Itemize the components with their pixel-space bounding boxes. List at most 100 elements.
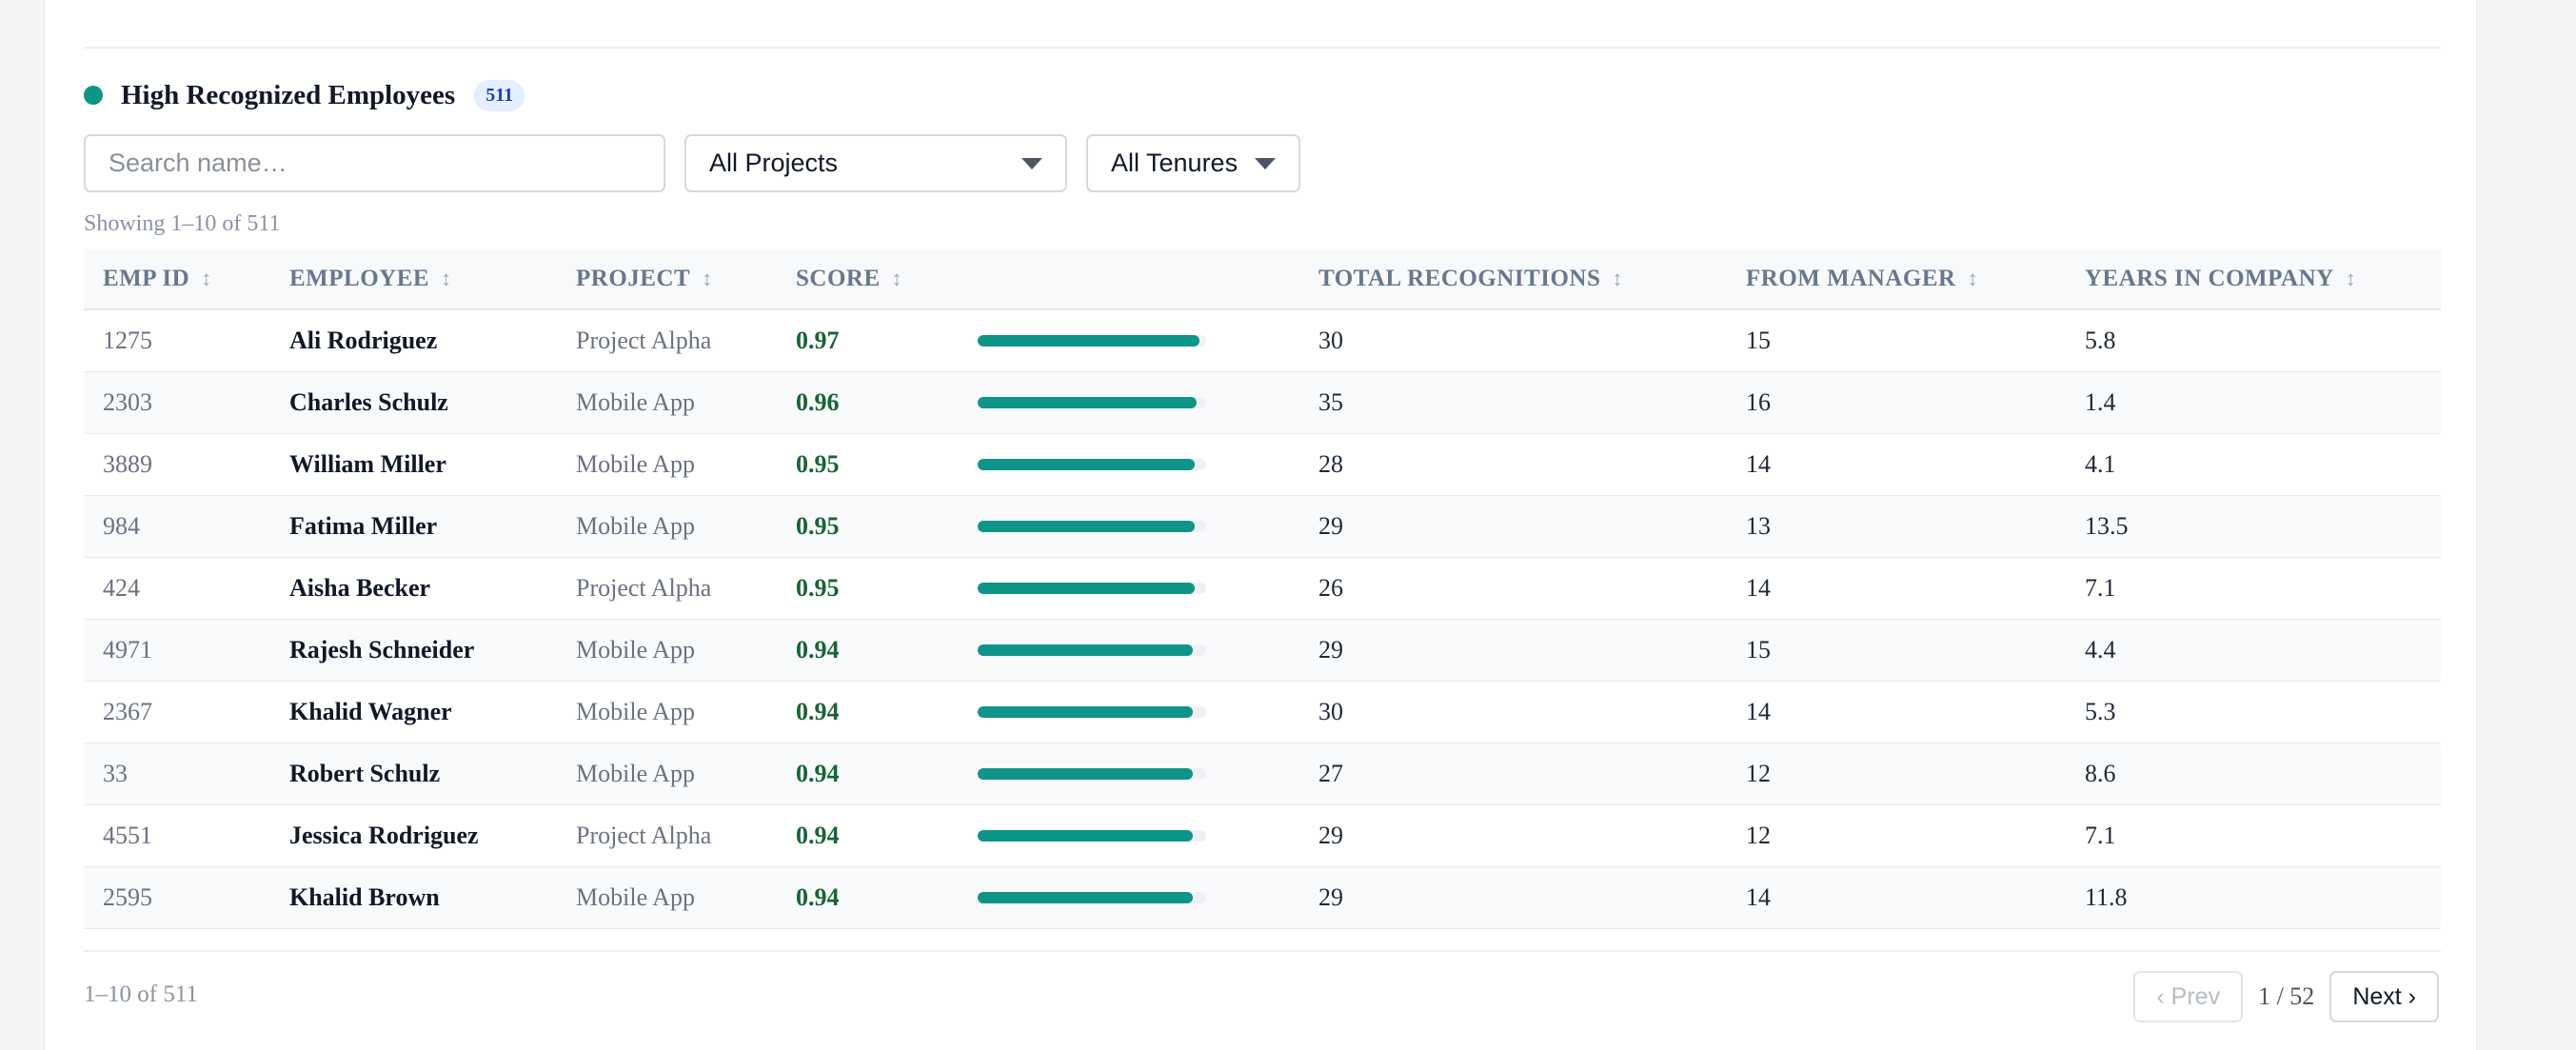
column-header-years-in-company[interactable]: YEARS IN COMPANY ↕ <box>2066 249 2441 310</box>
tenure-filter-value: All Tenures <box>1111 149 1238 177</box>
from-manager-cell: 14 <box>1727 681 2066 743</box>
score-bar-cell <box>959 309 1299 372</box>
column-header-score[interactable]: SCORE ↕ <box>777 249 959 310</box>
column-header-project[interactable]: PROJECT ↕ <box>557 249 777 310</box>
years-in-company-cell: 13.5 <box>2066 495 2441 558</box>
showing-count: Showing 1–10 of 511 <box>84 211 281 236</box>
score-cell: 0.96 <box>777 371 959 434</box>
tenure-filter-select[interactable]: All Tenures <box>1086 134 1300 192</box>
score-bar <box>978 334 1206 347</box>
score-bar-cell <box>959 371 1299 434</box>
from-manager-cell: 14 <box>1727 557 2066 620</box>
table-row[interactable]: 2303 Charles Schulz Mobile App 0.96 35 16 1.4 <box>84 371 2441 434</box>
column-header-employee[interactable]: EMPLOYEE ↕ <box>270 249 557 310</box>
score-bar-fill <box>978 334 1199 347</box>
score-bar-cell <box>959 866 1299 929</box>
score-bar <box>978 396 1206 408</box>
years-in-company-cell: 7.1 <box>2066 557 2441 620</box>
years-in-company-cell: 4.4 <box>2066 619 2441 682</box>
emp-id-cell: 2367 <box>84 681 270 743</box>
sort-icon: ↕ <box>1967 267 1979 290</box>
search-input[interactable] <box>84 134 665 192</box>
emp-id-cell: 4971 <box>84 619 270 682</box>
score-cell: 0.94 <box>777 743 959 805</box>
total-recognitions-cell: 29 <box>1299 804 1727 867</box>
project-cell: Mobile App <box>557 371 777 434</box>
employees-card: High Recognized Employees 511 All Projec… <box>44 0 2477 1050</box>
employee-name-cell: Robert Schulz <box>270 743 557 805</box>
score-cell: 0.95 <box>777 495 959 558</box>
emp-id-cell: 4551 <box>84 804 270 867</box>
emp-id-cell: 33 <box>84 743 270 805</box>
project-cell: Mobile App <box>557 681 777 743</box>
score-bar-fill <box>978 520 1195 532</box>
sort-icon: ↕ <box>891 267 903 290</box>
table-row[interactable]: 424 Aisha Becker Project Alpha 0.95 26 14 7.1 <box>84 557 2441 620</box>
score-bar-fill <box>978 644 1193 656</box>
from-manager-cell: 15 <box>1727 309 2066 372</box>
total-recognitions-cell: 27 <box>1299 743 1727 805</box>
project-cell: Mobile App <box>557 433 777 496</box>
column-header-from-manager[interactable]: FROM MANAGER ↕ <box>1727 249 2066 310</box>
total-recognitions-cell: 35 <box>1299 371 1727 434</box>
project-cell: Project Alpha <box>557 309 777 372</box>
employee-name-cell: Fatima Miller <box>270 495 557 558</box>
prev-page-button[interactable]: ‹ Prev <box>2133 971 2244 1022</box>
from-manager-cell: 15 <box>1727 619 2066 682</box>
table-row[interactable]: 2367 Khalid Wagner Mobile App 0.94 30 14 5.3 <box>84 681 2441 743</box>
table-header-row: EMP ID ↕ EMPLOYEE ↕ PROJECT ↕ SCORE ↕ TOTAL … <box>84 249 2441 310</box>
section-header: High Recognized Employees 511 <box>84 76 525 114</box>
years-in-company-cell: 11.8 <box>2066 866 2441 929</box>
section-title: High Recognized Employees <box>121 79 456 110</box>
emp-id-cell: 3889 <box>84 433 270 496</box>
score-bar <box>978 705 1206 718</box>
score-bar-fill <box>978 705 1193 718</box>
score-cell: 0.95 <box>777 557 959 620</box>
status-dot-icon <box>84 86 103 105</box>
table-row[interactable]: 4551 Jessica Rodriguez Project Alpha 0.94 29… <box>84 804 2441 867</box>
table-body: 1275 Ali Rodriguez Project Alpha 0.97 30 15 5.… <box>84 309 2441 929</box>
sort-icon: ↕ <box>201 267 212 290</box>
employee-name-cell: Rajesh Schneider <box>270 619 557 682</box>
column-header-emp-id[interactable]: EMP ID ↕ <box>84 249 270 310</box>
column-header-total-recognitions[interactable]: TOTAL RECOGNITIONS ↕ <box>1299 249 1727 310</box>
project-cell: Mobile App <box>557 495 777 558</box>
total-recognitions-cell: 30 <box>1299 681 1727 743</box>
total-recognitions-cell: 29 <box>1299 619 1727 682</box>
score-bar-cell <box>959 743 1299 805</box>
table-row[interactable]: 984 Fatima Miller Mobile App 0.95 29 13 13.5 <box>84 495 2441 558</box>
emp-id-cell: 424 <box>84 557 270 620</box>
top-divider <box>84 47 2441 49</box>
score-bar <box>978 520 1206 532</box>
from-manager-cell: 13 <box>1727 495 2066 558</box>
from-manager-cell: 16 <box>1727 371 2066 434</box>
chevron-down-icon <box>1255 157 1276 169</box>
table-row[interactable]: 3889 William Miller Mobile App 0.95 28 14 4.1 <box>84 433 2441 496</box>
score-bar <box>978 644 1206 656</box>
employee-name-cell: Charles Schulz <box>270 371 557 434</box>
employee-name-cell: William Miller <box>270 433 557 496</box>
total-recognitions-cell: 28 <box>1299 433 1727 496</box>
pagination: ‹ Prev 1 / 52 Next › <box>2133 971 2439 1022</box>
emp-id-cell: 1275 <box>84 309 270 372</box>
years-in-company-cell: 1.4 <box>2066 371 2441 434</box>
table-row[interactable]: 1275 Ali Rodriguez Project Alpha 0.97 30 15 5.… <box>84 309 2441 372</box>
score-bar-fill <box>978 582 1195 594</box>
years-in-company-cell: 5.3 <box>2066 681 2441 743</box>
table-row[interactable]: 33 Robert Schulz Mobile App 0.94 27 12 8.6 <box>84 743 2441 805</box>
years-in-company-cell: 5.8 <box>2066 309 2441 372</box>
emp-id-cell: 984 <box>84 495 270 558</box>
total-recognitions-cell: 29 <box>1299 495 1727 558</box>
score-bar-fill <box>978 829 1193 842</box>
score-cell: 0.94 <box>777 619 959 682</box>
emp-id-cell: 2303 <box>84 371 270 434</box>
table-row[interactable]: 2595 Khalid Brown Mobile App 0.94 29 14 11.8 <box>84 866 2441 929</box>
score-bar-fill <box>978 767 1193 780</box>
score-bar-cell <box>959 804 1299 867</box>
table-row[interactable]: 4971 Rajesh Schneider Mobile App 0.94 29 15 4.… <box>84 619 2441 682</box>
employees-table: EMP ID ↕ EMPLOYEE ↕ PROJECT ↕ SCORE ↕ TOTAL … <box>84 249 2441 929</box>
project-cell: Mobile App <box>557 866 777 929</box>
project-filter-select[interactable]: All Projects <box>684 134 1067 192</box>
next-page-button[interactable]: Next › <box>2329 971 2439 1022</box>
project-cell: Mobile App <box>557 619 777 682</box>
